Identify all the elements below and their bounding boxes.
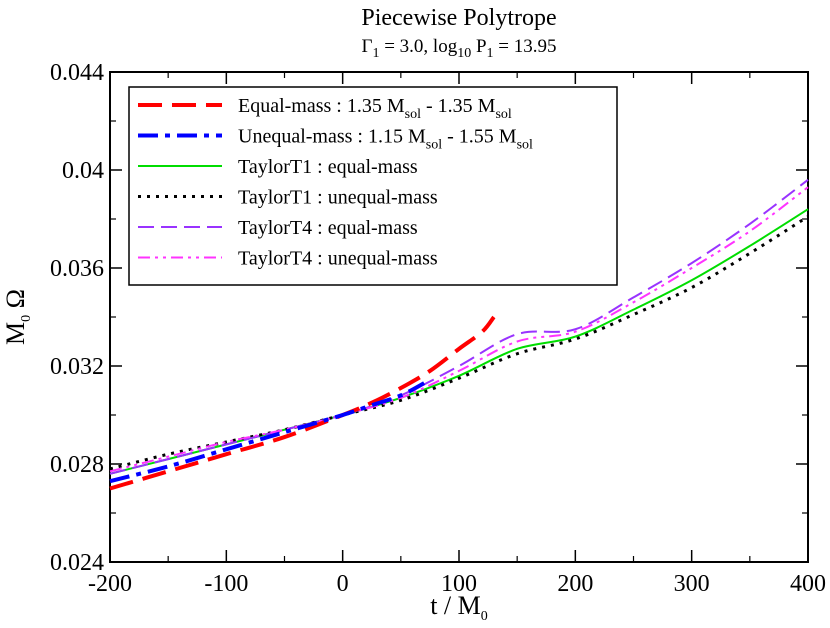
x-tick-label: 200 (557, 571, 593, 597)
y-tick-label: 0.044 (50, 60, 104, 86)
chart-subtitle: Γ1 = 3.0, log10 P1 = 13.95 (361, 36, 556, 61)
subtitle-log-sub: 10 (457, 46, 471, 61)
y-tick-label: 0.036 (50, 256, 104, 282)
x-axis-label-main: t / M (430, 591, 481, 620)
legend: Equal-mass : 1.35 Msol - 1.35 Msol Unequa… (128, 86, 618, 286)
x-tick-label: 400 (790, 571, 826, 597)
x-tick-label: -200 (88, 571, 132, 597)
y-axis-label-main: M (1, 322, 30, 345)
y-axis-label-sub: 0 (19, 315, 34, 322)
legend-label-taylort1-unequal: TaylorT1 : unequal-mass (238, 187, 438, 209)
legend-label-taylort4-equal: TaylorT4 : equal-mass (238, 217, 418, 239)
axis-ticks: -200 -100 0 100 200 300 400 0.024 0.028 0.032 0.03… (50, 60, 826, 597)
y-tick-label: 0.032 (50, 354, 104, 380)
subtitle-p: P (471, 36, 486, 57)
x-axis-label: t / M0 (430, 591, 488, 624)
series-line-unequal-mass (109, 381, 426, 484)
chart-title: Piecewise Polytrope (361, 5, 556, 31)
x-tick-label: 100 (441, 571, 477, 597)
x-tick-label: 300 (674, 571, 710, 597)
legend-label-unequal-mass: Unequal-mass : 1.15 Msol - 1.55 Msol (238, 126, 533, 153)
legend-items: Equal-mass : 1.35 Msol - 1.35 Msol Unequa… (138, 95, 533, 270)
subtitle-gamma-value: = 3.0, log (379, 36, 457, 57)
series-layer (109, 179, 809, 491)
y-axis-label: M0 Ω (1, 289, 34, 345)
subtitle-p-value: = 13.95 (494, 36, 557, 57)
y-tick-label: 0.04 (62, 158, 104, 184)
legend-box (128, 86, 618, 286)
series-line-taylort4-unequal (109, 186, 809, 473)
subtitle-p-sub: 1 (487, 46, 494, 61)
series-line-taylort1-unequal (109, 215, 809, 471)
x-tick-label: 0 (337, 571, 349, 597)
x-axis-label-sub: 0 (481, 609, 488, 624)
series-line-taylort4-equal (109, 179, 809, 475)
series-line-equal-mass (109, 315, 496, 491)
x-tick-label: -100 (204, 571, 248, 597)
subtitle-gamma: Γ (361, 36, 372, 57)
y-axis-label-tail: Ω (1, 289, 30, 315)
y-tick-label: 0.024 (50, 550, 104, 576)
y-tick-label: 0.028 (50, 452, 104, 478)
legend-label-taylort4-unequal: TaylorT4 : unequal-mass (238, 248, 438, 270)
legend-label-equal-mass: Equal-mass : 1.35 Msol - 1.35 Msol (238, 95, 512, 122)
subtitle-gamma-sub: 1 (372, 46, 379, 61)
legend-label-taylort1-equal: TaylorT1 : equal-mass (238, 156, 418, 178)
